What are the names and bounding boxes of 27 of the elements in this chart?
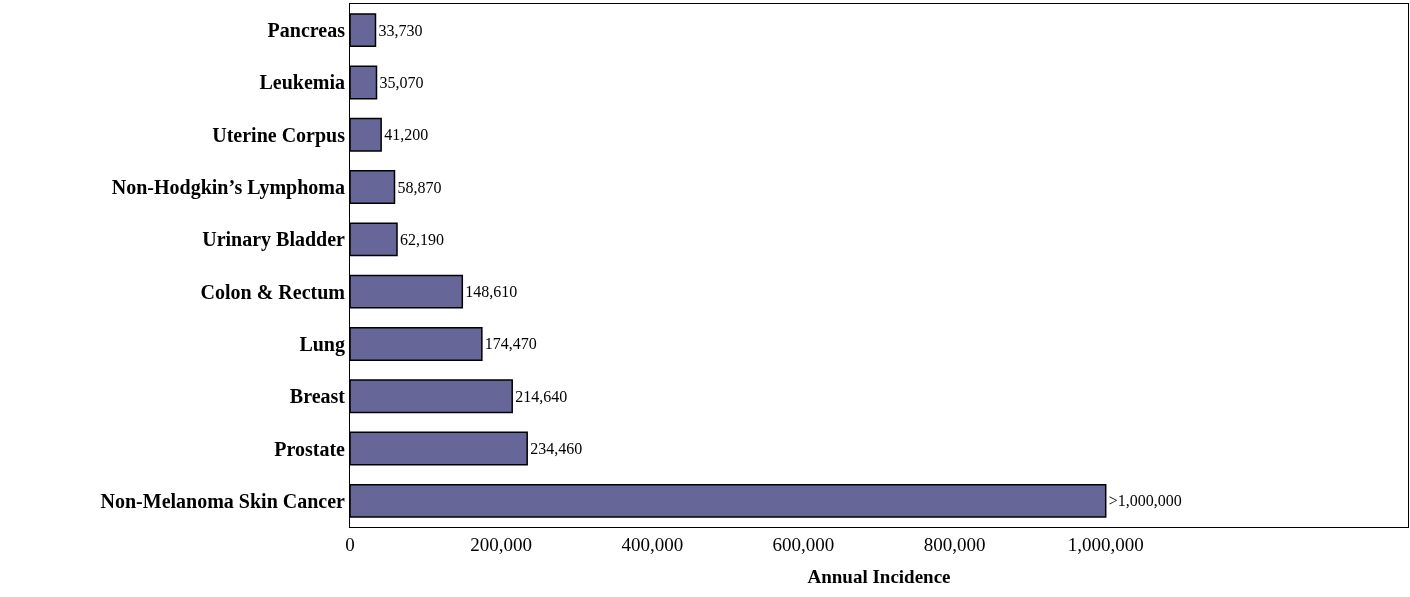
data-label: 58,870	[397, 178, 442, 196]
y-tick-label: Breast	[289, 385, 346, 408]
y-tick-label: Non-Melanoma Skin Cancer	[100, 489, 346, 512]
data-label: 41,200	[384, 126, 429, 144]
y-tick-label: Uterine Corpus	[212, 123, 346, 147]
data-label: 148,610	[465, 283, 518, 301]
data-label: 174,470	[484, 335, 537, 353]
x-tick-label: 200,000	[470, 533, 533, 555]
y-tick-label: Colon & Rectum	[200, 280, 346, 303]
data-label: 62,190	[400, 230, 444, 248]
y-tick-label: Pancreas	[267, 19, 346, 42]
data-label: 35,070	[379, 73, 424, 91]
x-axis-title: Annual Incidence	[807, 565, 951, 587]
x-tick-label: 1,000,000	[1067, 533, 1144, 555]
y-tick-label: Prostate	[274, 437, 346, 460]
data-label: >1,000,000	[1108, 492, 1182, 510]
y-tick-label: Lung	[299, 332, 345, 356]
y-tick-label: Non-Hodgkin’s Lymphoma	[111, 176, 345, 200]
data-label: 33,730	[378, 21, 423, 39]
x-tick-label: 600,000	[772, 533, 835, 555]
x-tick-label: 0	[345, 533, 355, 555]
y-tick-label: Urinary Bladder	[202, 228, 346, 252]
data-label: 214,640	[515, 387, 568, 405]
data-label: 234,460	[530, 440, 583, 458]
x-tick-label: 800,000	[923, 533, 986, 555]
x-tick-label: 400,000	[621, 533, 684, 555]
y-tick-label: Leukemia	[259, 71, 345, 94]
